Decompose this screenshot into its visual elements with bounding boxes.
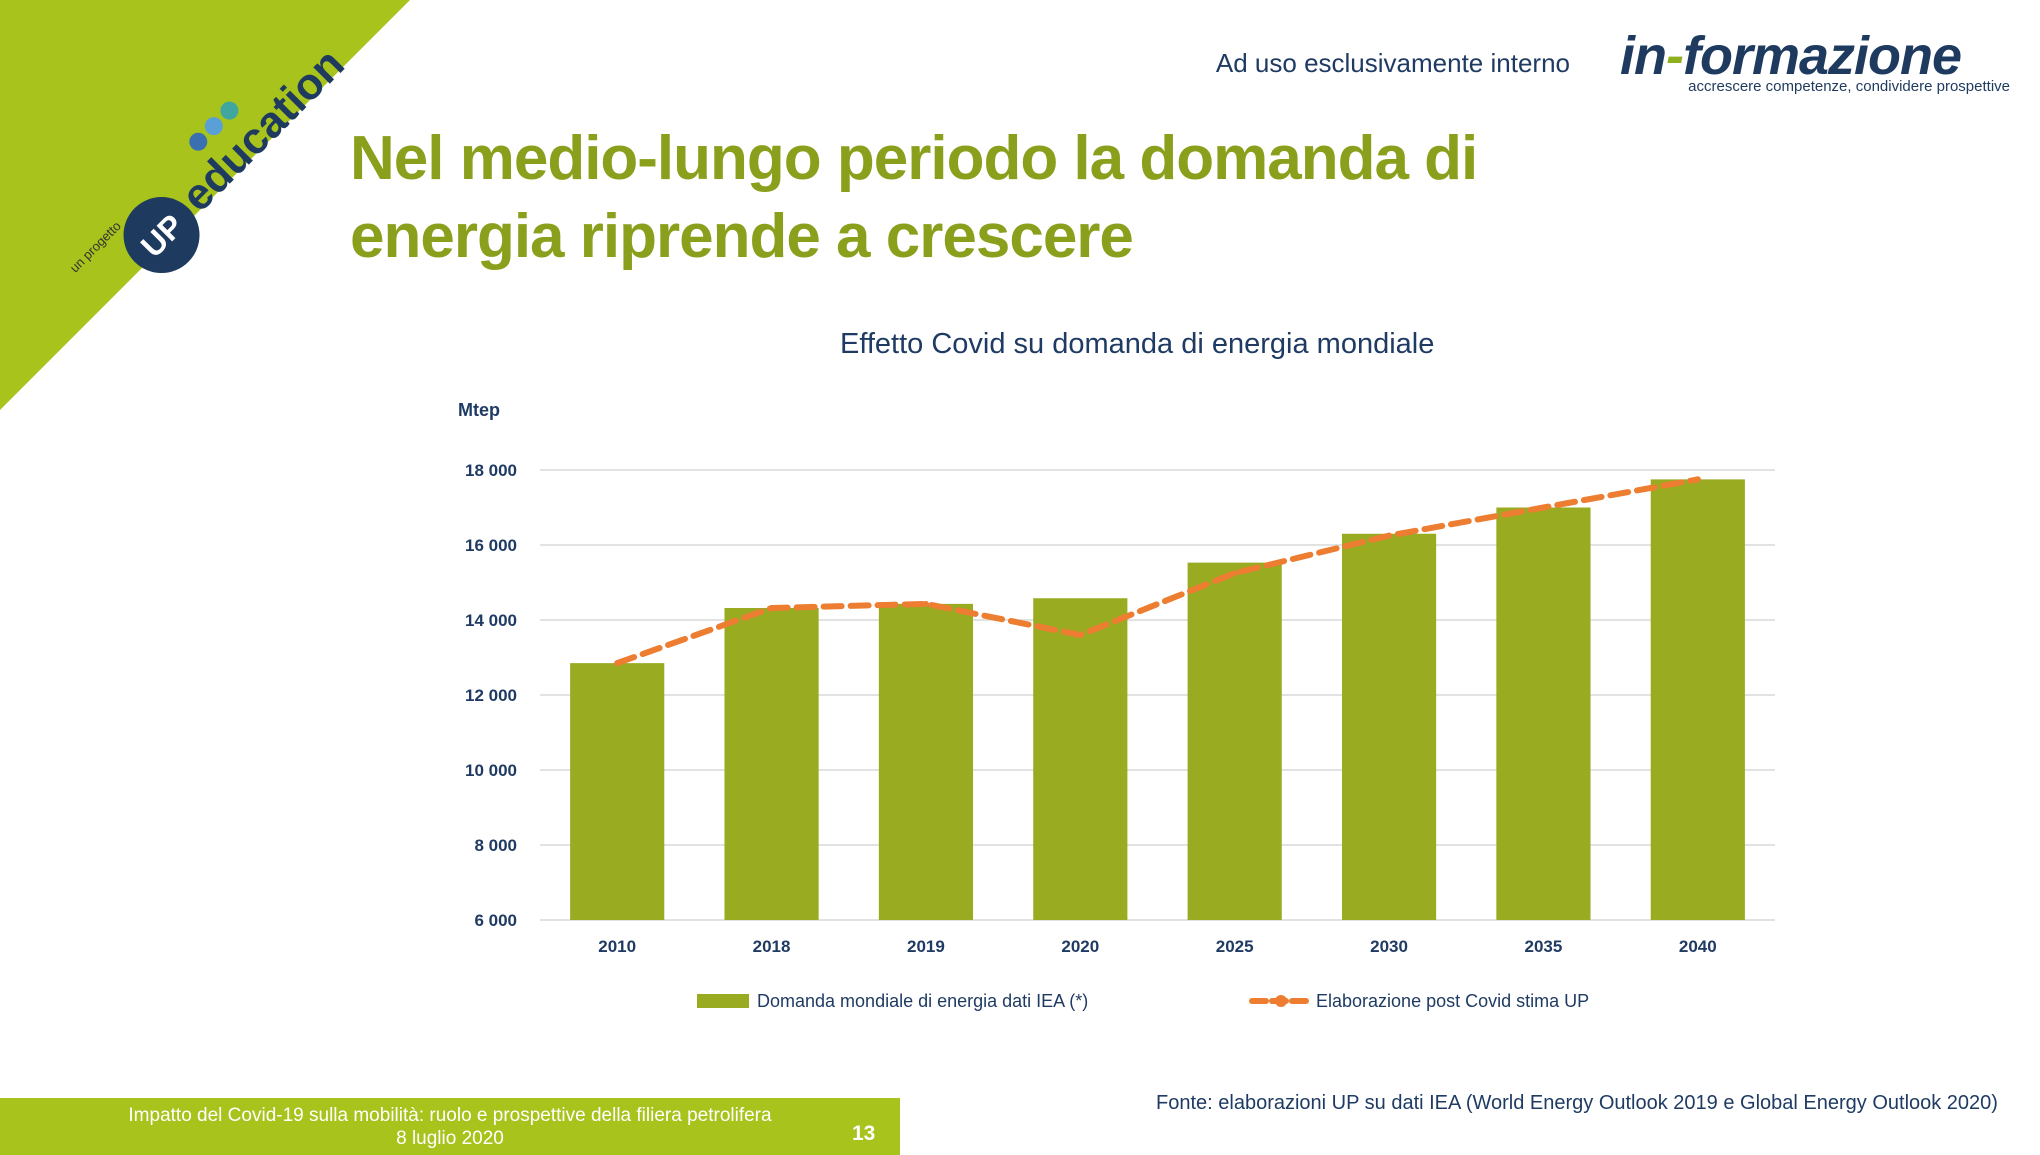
bar-2019: [878, 603, 974, 920]
legend-bar-swatch: [697, 994, 749, 1008]
line-point-2025: [1231, 570, 1238, 577]
internal-use-note: Ad uso esclusivamente interno: [1215, 48, 1570, 78]
bar-2020: [1033, 598, 1128, 920]
x-tick-label: 2030: [1370, 937, 1408, 956]
line-point-2019: [922, 600, 929, 607]
footer-line1: Impatto del Covid-19 sulla mobilità: ruo…: [128, 1105, 772, 1126]
y-tick-label: 14 000: [465, 611, 517, 630]
x-tick-label: 2035: [1525, 937, 1563, 956]
line-point-2035: [1540, 504, 1547, 511]
corner-triangle: [0, 0, 410, 410]
partner-icon-2: [204, 117, 223, 136]
bar-2010: [570, 663, 665, 920]
brand-name: in-formazione: [1620, 26, 1962, 86]
y-tick-label: 6 000: [474, 911, 517, 930]
line-point-2030: [1386, 532, 1393, 539]
brand-name-prefix: in: [1620, 26, 1667, 86]
legend-bar-label: Domanda mondiale di energia dati IEA (*): [757, 991, 1088, 1011]
partner-icon-3: [220, 101, 239, 120]
bar-2018: [724, 608, 819, 920]
brand-logo: in-formazione accrescere competenze, con…: [1620, 28, 2020, 98]
corner-logo-area: un progetto UP education: [0, 0, 410, 410]
y-tick-label: 12 000: [465, 686, 517, 705]
page-number: 13: [852, 1122, 876, 1145]
slide-title-line2: energia riprende a crescere: [350, 202, 1134, 271]
y-axis-unit-label: Mtep: [458, 400, 500, 420]
energy-demand-chart: Mtep 6 000 8 000 10 000 12 000 14 000 16 000 18…: [458, 400, 1775, 1011]
x-tick-label: 2018: [753, 937, 791, 956]
legend-line-marker: [1275, 995, 1287, 1007]
x-tick-label: 2025: [1216, 937, 1254, 956]
brand-tagline: accrescere competenze, condividere prosp…: [1688, 78, 2010, 95]
line-point-2018: [768, 605, 775, 611]
y-tick-label: 10 000: [465, 761, 517, 780]
footer-text: Impatto del Covid-19 sulla mobilità: ruo…: [0, 1104, 900, 1150]
x-tick-label: 2040: [1679, 937, 1717, 956]
partner-icon-1: [189, 132, 208, 151]
brand-name-suffix: formazione: [1682, 26, 1962, 86]
slide-title-line1: Nel medio-lungo periodo la domanda di: [350, 124, 1478, 193]
bar-2035: [1496, 507, 1591, 920]
x-tick-label: 2010: [598, 937, 636, 956]
footer-line2: 8 luglio 2020: [396, 1128, 504, 1149]
post-covid-line: [614, 476, 1701, 667]
x-tick-label: 2020: [1061, 937, 1099, 956]
line-point-2020: [1077, 632, 1084, 638]
y-tick-label: 8 000: [474, 836, 517, 855]
source-note: Fonte: elaborazioni UP su dati IEA (Worl…: [1156, 1092, 1998, 1114]
line-point-2040: [1694, 476, 1701, 483]
legend-line-label: Elaborazione post Covid stima UP: [1316, 991, 1589, 1011]
footer-bar: [0, 1098, 900, 1155]
brand-name-dash: -: [1666, 26, 1684, 86]
up-logo-circle: [123, 197, 200, 274]
y-tick-label: 18 000: [465, 461, 517, 480]
slide-title: Nel medio-lungo periodo la domanda di en…: [350, 120, 1550, 276]
chart-title: Effetto Covid su domanda di energia mond…: [840, 328, 1435, 360]
y-tick-label: 16 000: [465, 536, 517, 555]
line-point-2010: [614, 660, 621, 667]
x-tick-label: 2019: [907, 937, 945, 956]
bar-2040: [1650, 479, 1745, 920]
bar-2030: [1341, 533, 1437, 920]
bar-2025: [1187, 562, 1282, 920]
